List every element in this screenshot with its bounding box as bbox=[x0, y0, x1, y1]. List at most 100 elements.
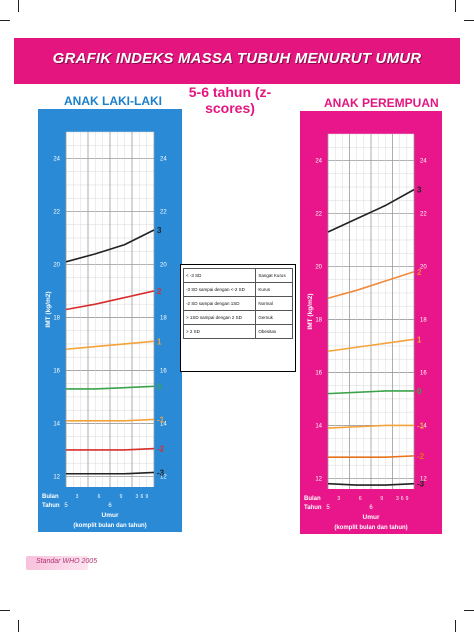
series-label--2: -2 bbox=[417, 452, 425, 461]
legend-range: -2 SD sampai dengan 1SD bbox=[182, 296, 257, 311]
crop-mark bbox=[455, 620, 456, 632]
y-tick-label-right: 12 bbox=[420, 476, 427, 482]
y-tick-label: 18 bbox=[53, 315, 60, 321]
x-month-tick: 6 bbox=[359, 496, 362, 502]
crop-mark bbox=[0, 20, 10, 21]
series-label-1: 1 bbox=[417, 335, 422, 344]
series-label-3: 3 bbox=[157, 226, 162, 235]
y-tick-label-right: 18 bbox=[160, 315, 167, 321]
y-tick-label-right: 16 bbox=[420, 370, 427, 376]
y-tick-label-right: 20 bbox=[420, 264, 427, 270]
legend-status: Gemuk bbox=[255, 310, 293, 325]
x-month-tick: 3 bbox=[136, 494, 139, 500]
y-axis-label: IMT (kg/m2) bbox=[307, 293, 314, 329]
x-month-tick: 6 bbox=[141, 494, 144, 500]
title-banner: GRAFIK INDEKS MASSA TUBUH MENURUT UMUR bbox=[14, 38, 460, 84]
legend-row: -3 SD sampai dengan <-2 SD Kurus bbox=[182, 282, 293, 297]
series-line--3 bbox=[327, 482, 415, 486]
x-month-tick: 9 bbox=[120, 494, 123, 500]
x-month-tick: 9 bbox=[380, 496, 383, 502]
boys-chart-panel: 12 12 14 14 16 16 18 18 20 20 22 22 24 24 IMT (kg/m2) 3… bbox=[38, 109, 182, 532]
y-tick-label-right: 14 bbox=[160, 421, 167, 427]
x-row-label-bulan: Bulan bbox=[42, 494, 59, 500]
y-tick-label-right: 20 bbox=[160, 262, 167, 268]
legend-status: Normal bbox=[255, 296, 293, 311]
x-year-tick: 5 bbox=[64, 503, 68, 509]
x-year-tick: 5 bbox=[326, 505, 330, 511]
series-label-3: 3 bbox=[417, 186, 422, 195]
who-logo-strip bbox=[26, 556, 88, 570]
crop-mark bbox=[18, 620, 19, 632]
legend-status: Sangat Kurus bbox=[255, 268, 293, 283]
legend-status: Obesitas bbox=[255, 324, 293, 339]
crop-mark bbox=[0, 610, 10, 611]
series-line-1 bbox=[65, 340, 155, 351]
x-month-tick: 6 bbox=[98, 494, 101, 500]
legend-range: < -3 SD bbox=[182, 268, 257, 283]
x-year-tick: 6 bbox=[108, 503, 112, 509]
boys-chart-title: ANAK LAKI-LAKI bbox=[64, 94, 162, 108]
series-label-0: 0 bbox=[417, 387, 422, 396]
y-tick-label-right: 12 bbox=[160, 474, 167, 480]
x-row-label-tahun: Tahun bbox=[42, 503, 60, 509]
series-label-2: 2 bbox=[417, 268, 422, 277]
crop-mark bbox=[464, 610, 474, 611]
x-month-tick: 3 bbox=[76, 494, 79, 500]
series-line-3 bbox=[65, 229, 155, 263]
y-tick-label: 14 bbox=[315, 423, 322, 429]
series-line--3 bbox=[66, 471, 155, 475]
girls-chart-title: ANAK PEREMPUAN bbox=[324, 96, 439, 110]
page-subtitle: 5-6 tahun (z-scores) bbox=[188, 84, 272, 116]
y-axis-label: IMT (kg/m2) bbox=[45, 291, 52, 327]
y-tick-label: 16 bbox=[315, 370, 322, 376]
series-line-0 bbox=[66, 385, 155, 390]
y-tick-label-right: 22 bbox=[160, 209, 167, 215]
y-tick-label: 24 bbox=[53, 156, 60, 162]
x-month-tick: 3 bbox=[396, 496, 399, 502]
series-label--3: -3 bbox=[157, 468, 165, 477]
x-axis-label: Umur bbox=[102, 512, 119, 519]
x-month-tick: 9 bbox=[145, 494, 148, 500]
series-line--1 bbox=[327, 424, 414, 429]
crop-mark bbox=[455, 0, 456, 12]
series-line-2 bbox=[65, 290, 155, 311]
y-tick-label: 22 bbox=[315, 211, 322, 217]
legend-row: < -3 SD Sangat Kurus bbox=[182, 268, 293, 283]
crop-mark bbox=[464, 20, 474, 21]
x-month-tick: 3 bbox=[337, 496, 340, 502]
series-label--2: -2 bbox=[157, 445, 165, 454]
series-line--2 bbox=[66, 447, 155, 451]
page-title: GRAFIK INDEKS MASSA TUBUH MENURUT UMUR bbox=[52, 50, 422, 67]
y-tick-label: 18 bbox=[315, 317, 322, 323]
footer-source: Standar WHO 2005 bbox=[36, 558, 98, 565]
x-axis-label: Umur bbox=[363, 514, 380, 521]
y-tick-label: 20 bbox=[315, 264, 322, 270]
y-tick-label-right: 14 bbox=[420, 423, 427, 429]
series-line--2 bbox=[328, 455, 415, 459]
legend-row: > 2 SD Obesitas bbox=[182, 324, 293, 339]
y-tick-label-right: 18 bbox=[420, 317, 427, 323]
y-tick-label-right: 22 bbox=[420, 211, 427, 217]
y-tick-label: 24 bbox=[315, 158, 322, 164]
x-axis-sublabel: (komplit bulan dan tahun) bbox=[73, 523, 146, 529]
series-line-2 bbox=[327, 271, 415, 300]
series-label-0: 0 bbox=[157, 382, 162, 391]
series-label--3: -3 bbox=[417, 480, 425, 489]
legend-range: > 2 SD bbox=[182, 324, 257, 339]
x-axis-sublabel: (komplit bulan dan tahun) bbox=[334, 525, 407, 531]
legend-table: < -3 SD Sangat Kurus -3 SD sampai dengan… bbox=[182, 268, 293, 339]
x-row-label-bulan: Bulan bbox=[304, 496, 321, 502]
y-tick-label: 20 bbox=[53, 262, 60, 268]
y-tick-label-right: 16 bbox=[160, 368, 167, 374]
x-month-tick: 9 bbox=[406, 496, 409, 502]
legend-row: > 1SD sampai dengan 2 SD Gemuk bbox=[182, 310, 293, 325]
series-line--1 bbox=[66, 418, 155, 422]
classification-legend: < -3 SD Sangat Kurus -3 SD sampai dengan… bbox=[180, 264, 296, 372]
y-tick-label-right: 24 bbox=[420, 158, 427, 164]
legend-range: -3 SD sampai dengan <-2 SD bbox=[182, 282, 257, 297]
series-line-1 bbox=[327, 338, 415, 353]
series-label--1: -1 bbox=[157, 415, 165, 424]
y-tick-label: 12 bbox=[53, 474, 60, 480]
